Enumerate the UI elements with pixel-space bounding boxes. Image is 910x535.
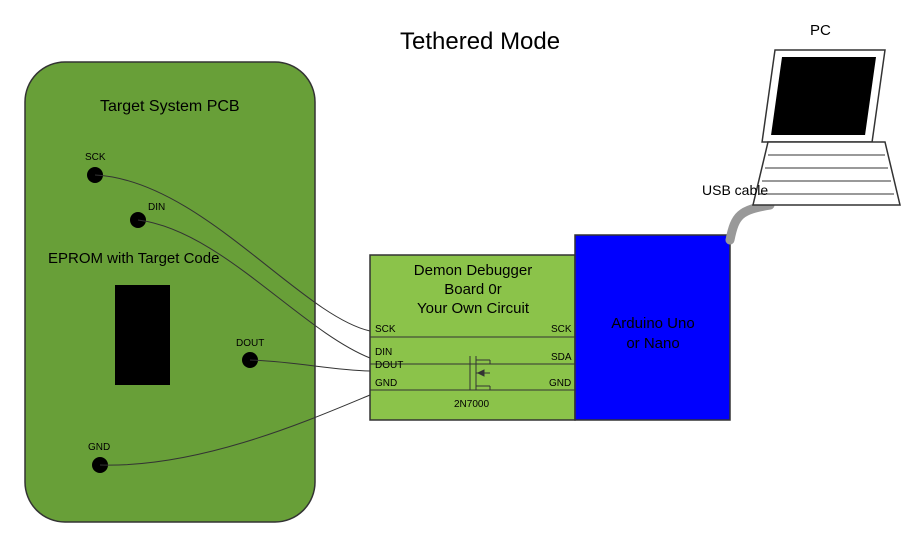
pc-laptop [753,50,900,205]
transistor-label: 2N7000 [454,399,489,410]
usb-label: USB cable [702,182,768,198]
diagram-title: Tethered Mode [400,28,560,56]
arduino-title-line2: or Nano [626,335,679,352]
debugger-gnd-l: GND [375,378,397,389]
pcb-dout-label: DOUT [236,338,264,349]
usb-cable [730,205,770,240]
debugger-gnd-r: GND [549,378,571,389]
pcb-sck-label: SCK [85,152,106,163]
debugger-dout-l: DOUT [375,360,403,371]
debugger-title-line2: Board 0r [444,281,502,298]
debugger-sda-r: SDA [551,352,572,363]
diagram-canvas: Tethered Mode PC USB cable Target System… [0,0,910,535]
pcb-title: Target System PCB [100,98,240,116]
pcb-din-label: DIN [148,202,165,213]
debugger-din-l: DIN [375,347,392,358]
debugger-sck-r: SCK [551,324,572,335]
eprom-label: EPROM with Target Code [48,250,219,267]
debugger-title: Demon Debugger Board 0r Your Own Circuit [408,262,538,318]
eprom-chip [115,285,170,385]
debugger-sck-l: SCK [375,324,396,335]
debugger-title-line1: Demon Debugger [414,262,532,279]
arduino-title-line1: Arduino Uno [611,315,694,332]
pcb-gnd-label: GND [88,442,110,453]
arduino-title: Arduino Uno or Nano [588,314,718,353]
pc-label: PC [810,22,831,39]
debugger-title-line3: Your Own Circuit [417,300,529,317]
